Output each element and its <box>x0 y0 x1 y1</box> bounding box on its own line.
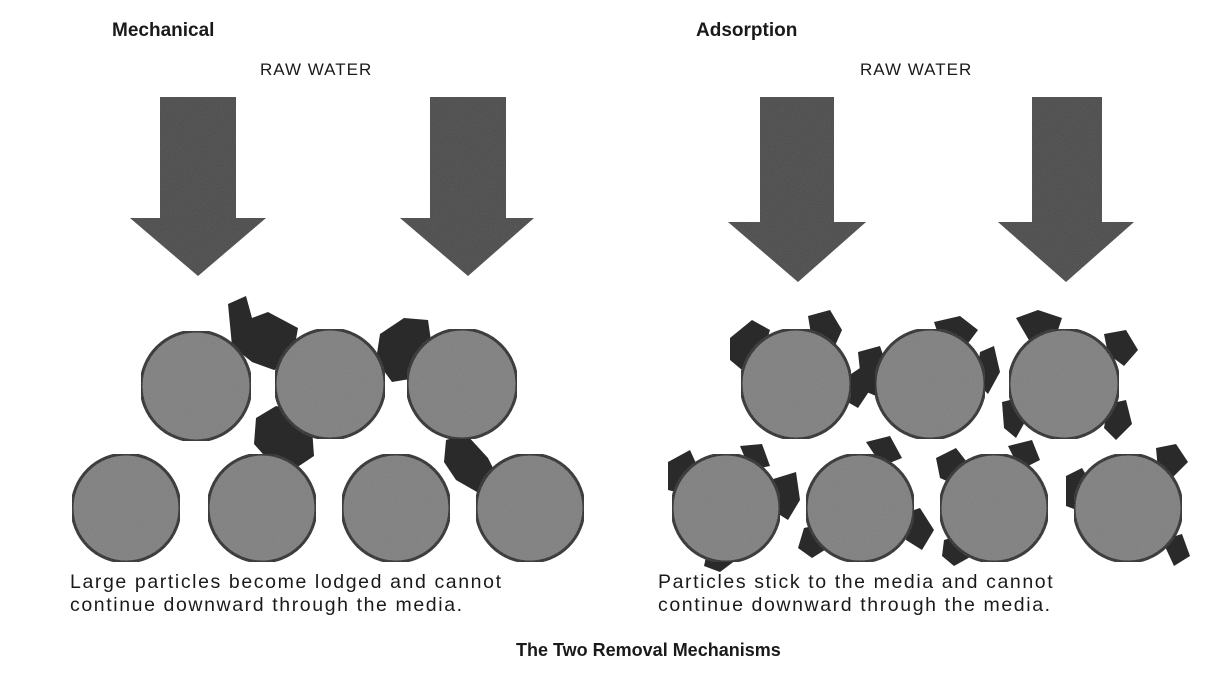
adsorption-caption-line1: Particles stick to the media and cannot <box>658 571 1055 593</box>
mechanical-panel <box>70 97 586 564</box>
media-grain <box>1007 327 1121 441</box>
adsorption-panel <box>668 97 1190 572</box>
particle <box>730 320 770 370</box>
figure-footer-caption: The Two Removal Mechanisms <box>516 640 781 660</box>
mechanical-caption-line1: Large particles become lodged and cannot <box>70 571 503 593</box>
mechanical-raw-water-label: RAW WATER <box>260 60 373 79</box>
media-grain <box>340 452 452 564</box>
particle <box>1008 440 1040 470</box>
media-grain <box>273 327 387 441</box>
particle <box>866 436 902 466</box>
adsorption-caption: Particles stick to the media and cannot … <box>658 571 1054 617</box>
mechanical-heading: Mechanical <box>112 20 215 41</box>
raw-water-arrow <box>998 97 1134 282</box>
media-grain <box>670 452 782 564</box>
media-grain <box>206 452 318 564</box>
media-grain <box>739 327 853 441</box>
media-grain <box>405 327 519 441</box>
media-grain <box>139 329 253 443</box>
particle <box>228 296 298 370</box>
mechanical-caption-line2: continue downward through the media. <box>70 594 464 616</box>
adsorption-caption-line2: continue downward through the media. <box>658 594 1052 616</box>
raw-water-arrow <box>130 97 266 276</box>
media-grain <box>804 452 916 564</box>
media-grain <box>474 452 586 564</box>
adsorption-raw-water-label: RAW WATER <box>860 60 973 79</box>
media-grain <box>938 452 1050 564</box>
media-grain <box>873 327 987 441</box>
media-grain <box>1072 452 1184 564</box>
media-grain <box>70 452 182 564</box>
raw-water-arrow <box>728 97 866 282</box>
mechanical-caption: Large particles become lodged and cannot… <box>70 571 503 617</box>
raw-water-arrow <box>400 97 534 276</box>
adsorption-heading: Adsorption <box>696 20 798 41</box>
